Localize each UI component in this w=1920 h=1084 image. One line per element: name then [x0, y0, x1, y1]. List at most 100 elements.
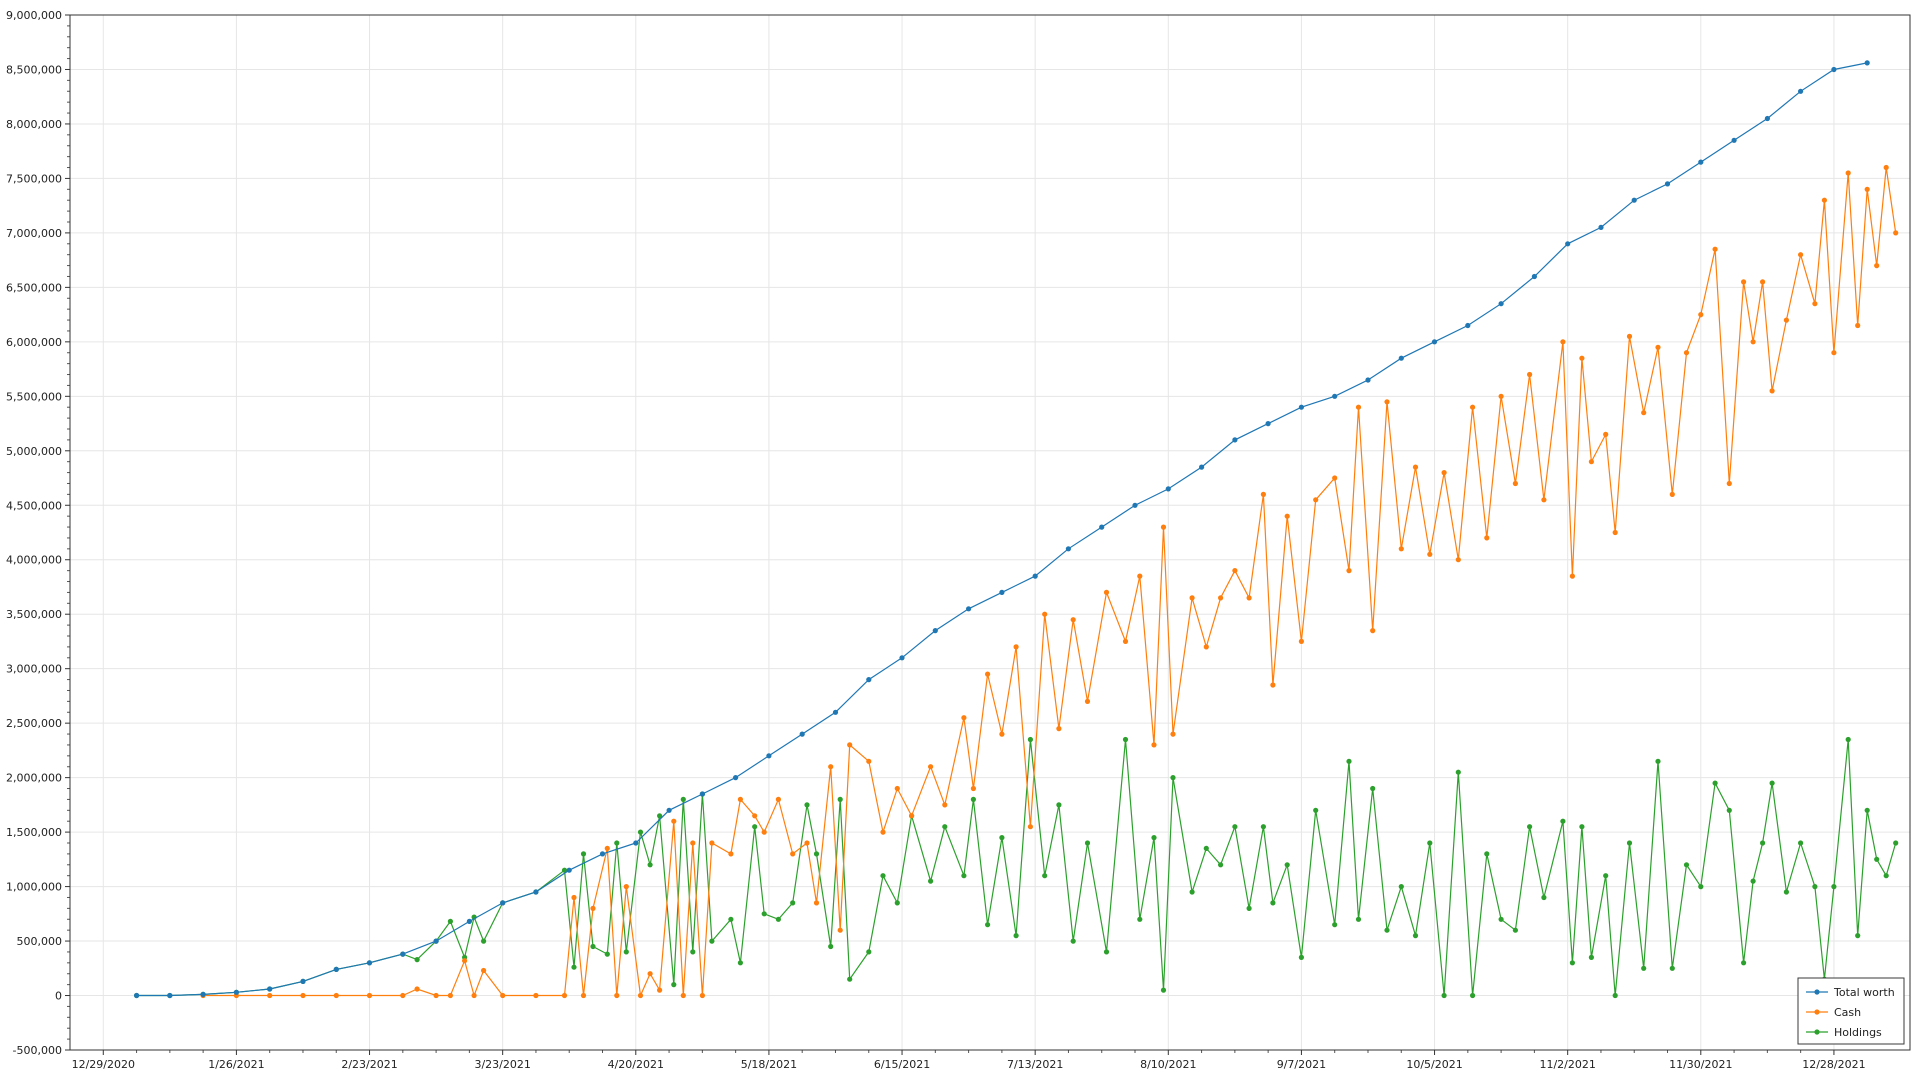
- data-point[interactable]: [580, 851, 587, 857]
- data-point[interactable]: [828, 764, 834, 770]
- data-point[interactable]: [1769, 388, 1775, 394]
- data-point[interactable]: [899, 655, 905, 661]
- data-point[interactable]: [1612, 529, 1618, 536]
- data-point[interactable]: [775, 916, 782, 922]
- data-point[interactable]: [1027, 824, 1033, 830]
- data-point[interactable]: [1726, 480, 1732, 487]
- data-point[interactable]: [1655, 344, 1661, 350]
- data-point[interactable]: [1831, 350, 1837, 356]
- data-point[interactable]: [942, 824, 948, 830]
- data-point[interactable]: [1683, 350, 1690, 356]
- legend[interactable]: Total worth Cash Holdings: [1797, 977, 1905, 1045]
- data-point[interactable]: [1189, 889, 1195, 895]
- data-point[interactable]: [1845, 170, 1851, 176]
- data-point[interactable]: [1465, 322, 1471, 329]
- data-point[interactable]: [1498, 916, 1504, 922]
- data-point[interactable]: [1122, 736, 1129, 743]
- data-point[interactable]: [614, 992, 620, 999]
- data-point[interactable]: [1731, 137, 1737, 143]
- data-point[interactable]: [267, 986, 273, 992]
- data-point[interactable]: [1864, 807, 1870, 813]
- data-point[interactable]: [1355, 404, 1362, 410]
- data-point[interactable]: [999, 589, 1005, 596]
- data-point[interactable]: [1527, 824, 1533, 830]
- data-point[interactable]: [928, 764, 934, 770]
- data-point[interactable]: [1103, 589, 1110, 596]
- data-point[interactable]: [970, 785, 977, 792]
- data-point[interactable]: [1669, 965, 1675, 971]
- data-point[interactable]: [1560, 818, 1566, 824]
- data-point[interactable]: [657, 813, 663, 819]
- data-point[interactable]: [1527, 371, 1533, 378]
- data-point[interactable]: [1726, 807, 1732, 813]
- data-point[interactable]: [433, 938, 439, 944]
- data-point[interactable]: [909, 813, 915, 819]
- data-point[interactable]: [1531, 273, 1537, 280]
- data-point[interactable]: [894, 900, 900, 906]
- data-point[interactable]: [1484, 851, 1490, 857]
- data-point[interactable]: [1698, 159, 1704, 165]
- data-point[interactable]: [752, 824, 758, 830]
- data-point[interactable]: [1603, 873, 1609, 879]
- data-point[interactable]: [775, 796, 782, 803]
- data-point[interactable]: [1455, 769, 1461, 775]
- data-point[interactable]: [1270, 682, 1276, 688]
- legend-label[interactable]: Cash: [1834, 1006, 1861, 1019]
- data-point[interactable]: [932, 628, 938, 634]
- data-point[interactable]: [1741, 960, 1747, 966]
- data-point[interactable]: [1883, 873, 1889, 879]
- data-point[interactable]: [790, 900, 796, 906]
- data-point[interactable]: [1346, 758, 1352, 764]
- data-point[interactable]: [970, 796, 977, 803]
- data-point[interactable]: [985, 671, 991, 677]
- data-point[interactable]: [1631, 197, 1637, 203]
- data-point[interactable]: [1056, 802, 1062, 808]
- data-point[interactable]: [623, 949, 629, 955]
- data-point[interactable]: [233, 989, 239, 995]
- data-point[interactable]: [1084, 840, 1091, 846]
- data-point[interactable]: [1070, 938, 1076, 944]
- data-point[interactable]: [1260, 824, 1266, 830]
- data-point[interactable]: [1864, 186, 1870, 192]
- data-point[interactable]: [1874, 263, 1880, 269]
- data-point[interactable]: [761, 829, 767, 835]
- data-point[interactable]: [880, 873, 886, 879]
- data-point[interactable]: [1498, 393, 1504, 399]
- data-point[interactable]: [1160, 987, 1167, 993]
- data-point[interactable]: [866, 758, 872, 764]
- data-point[interactable]: [1579, 824, 1585, 830]
- data-point[interactable]: [1103, 949, 1110, 955]
- data-point[interactable]: [666, 807, 672, 813]
- data-point[interactable]: [466, 918, 472, 925]
- data-point[interactable]: [837, 927, 843, 933]
- data-point[interactable]: [1151, 742, 1157, 748]
- data-point[interactable]: [866, 677, 872, 683]
- data-point[interactable]: [1798, 88, 1804, 94]
- data-point[interactable]: [1042, 873, 1048, 879]
- data-point[interactable]: [1512, 480, 1518, 487]
- data-point[interactable]: [1655, 758, 1661, 764]
- data-point[interactable]: [828, 943, 834, 950]
- data-point[interactable]: [1683, 862, 1690, 868]
- data-point[interactable]: [571, 964, 577, 970]
- data-point[interactable]: [366, 992, 373, 999]
- data-point[interactable]: [590, 905, 596, 912]
- data-point[interactable]: [1798, 840, 1804, 846]
- data-point[interactable]: [637, 829, 644, 835]
- data-point[interactable]: [1065, 546, 1071, 552]
- data-point[interactable]: [961, 715, 967, 721]
- data-point[interactable]: [604, 951, 610, 957]
- data-point[interactable]: [1845, 736, 1851, 743]
- data-point[interactable]: [414, 986, 420, 992]
- data-point[interactable]: [1384, 927, 1390, 933]
- data-point[interactable]: [1298, 638, 1304, 645]
- data-point[interactable]: [1669, 491, 1675, 497]
- data-point[interactable]: [1122, 638, 1129, 645]
- data-point[interactable]: [709, 938, 715, 944]
- data-point[interactable]: [1189, 595, 1195, 601]
- data-point[interactable]: [699, 992, 706, 999]
- data-point[interactable]: [837, 796, 843, 803]
- data-point[interactable]: [1612, 992, 1618, 999]
- data-point[interactable]: [1484, 535, 1490, 541]
- data-point[interactable]: [1165, 486, 1171, 492]
